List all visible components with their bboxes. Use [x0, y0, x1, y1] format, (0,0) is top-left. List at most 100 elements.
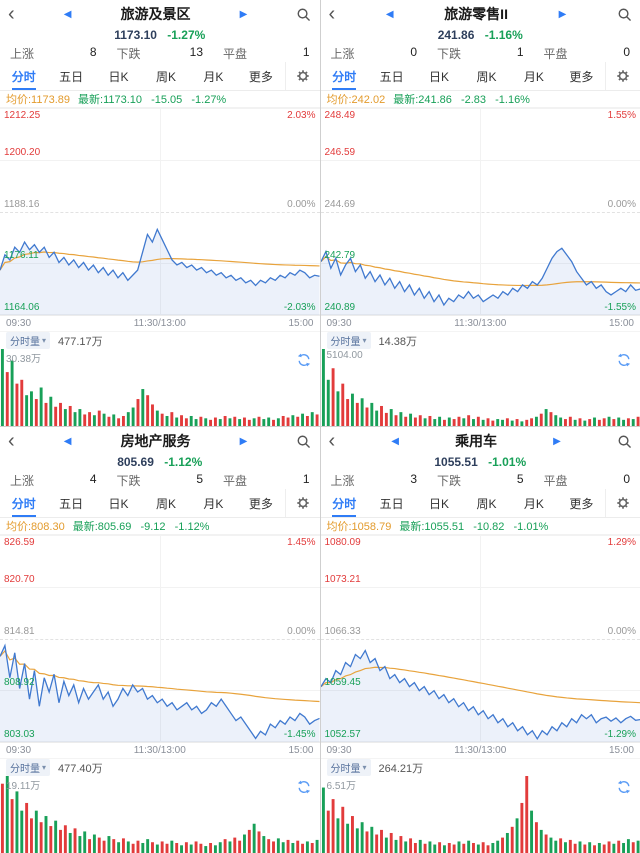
tab-weekly-k[interactable]: 周K: [155, 496, 176, 511]
tab-weekly-k[interactable]: 周K: [476, 496, 497, 511]
average-price: 均价:1173.89: [6, 94, 71, 106]
settings-gear-icon[interactable]: [284, 489, 320, 517]
tab-intraday[interactable]: 分时: [321, 62, 368, 90]
flat-count-group: 平盘 0: [544, 472, 631, 489]
tab-monthly-k[interactable]: 月K: [523, 69, 544, 84]
y-axis-label: 240.89: [324, 302, 356, 313]
tab-five-day[interactable]: 五日: [59, 496, 84, 511]
volume-header: 分时量 ▾ 477.17万: [0, 331, 320, 349]
y-axis-label: 814.81: [4, 625, 35, 637]
next-index-icon[interactable]: ▶: [558, 8, 567, 20]
time-axis: 09:30 11:30/13:00 15:00: [0, 315, 320, 331]
caret-down-icon: ▾: [42, 763, 47, 772]
avg-latest-info-row: 均价:1058.79 最新:1055.51 -10.82 -1.01%: [321, 518, 640, 534]
volume-chart: 19.11万: [0, 776, 320, 853]
volume-type-selector[interactable]: 分时量 ▾: [326, 759, 371, 776]
price-row: 1055.51 -1.01%: [321, 455, 640, 471]
price-line-plot: [320, 535, 640, 742]
latest-change: -15.05: [151, 94, 183, 106]
prev-index-icon[interactable]: ◀: [391, 435, 399, 447]
latest-value: 最新:805.69: [72, 521, 132, 533]
caret-down-icon: ▾: [42, 336, 47, 345]
latest-info: 最新:1055.51 -10.82 -1.01%: [399, 518, 554, 534]
prev-index-icon[interactable]: ◀: [385, 8, 394, 20]
search-icon[interactable]: [296, 7, 311, 22]
search-icon[interactable]: [617, 7, 632, 22]
refresh-icon[interactable]: [296, 352, 312, 368]
volume-type-selector[interactable]: 分时量 ▾: [6, 759, 51, 776]
tab-intraday[interactable]: 分时: [321, 489, 368, 517]
tab-monthly-k[interactable]: 月K: [203, 496, 224, 511]
latest-change-percent: -1.01%: [513, 521, 549, 533]
volume-total: 264.21万: [378, 762, 424, 775]
settings-gear-icon[interactable]: [605, 489, 640, 517]
flat-count-group: 平盘 0: [544, 45, 631, 62]
price-row: 241.86 -1.16%: [321, 28, 640, 44]
latest-value: 最新:1055.51: [399, 521, 465, 533]
volume-header: 分时量 ▾ 14.38万: [320, 331, 640, 349]
time-midday: 11:30/13:00: [133, 318, 186, 329]
y-axis-label: 1066.33: [324, 625, 361, 637]
volume-chart: 30.38万: [0, 349, 320, 426]
tab-five-day[interactable]: 五日: [379, 69, 404, 84]
tab-five-day[interactable]: 五日: [379, 496, 404, 511]
settings-gear-icon[interactable]: [284, 62, 320, 90]
y-axis-label: 1073.21: [324, 573, 361, 585]
tab-weekly-k[interactable]: 周K: [155, 69, 176, 84]
search-icon[interactable]: [296, 434, 311, 449]
intraday-price-chart[interactable]: 826.59 820.70 814.81 808.92 803.03 1.45%…: [0, 534, 320, 742]
tab-daily-k[interactable]: 日K: [429, 496, 450, 511]
tab-more[interactable]: 更多: [248, 69, 273, 84]
refresh-icon[interactable]: [616, 779, 632, 795]
back-icon[interactable]: ‹: [328, 430, 336, 452]
volume-header: 分时量 ▾ 477.40万: [0, 758, 320, 776]
tab-monthly-k[interactable]: 月K: [203, 69, 224, 84]
volume-type-selector[interactable]: 分时量 ▾: [326, 332, 371, 349]
tab-intraday[interactable]: 分时: [0, 62, 47, 90]
tab-more[interactable]: 更多: [569, 69, 594, 84]
volume-scale-label: 6.51万: [326, 781, 356, 792]
price-line-plot: [320, 108, 640, 315]
next-index-icon[interactable]: ▶: [553, 435, 561, 447]
y-axis-label: 820.70: [4, 573, 35, 585]
prev-index-icon[interactable]: ◀: [63, 8, 72, 20]
tab-intraday[interactable]: 分时: [0, 489, 47, 517]
intraday-price-chart[interactable]: 248.49 246.59 244.69 242.79 240.89 1.55%…: [320, 107, 640, 315]
tab-more[interactable]: 更多: [248, 496, 273, 511]
intraday-price-chart[interactable]: 1212.25 1200.20 1188.16 1176.11 1164.06 …: [0, 107, 320, 315]
back-icon[interactable]: ‹: [328, 3, 336, 25]
average-price: 均价:242.02: [326, 94, 386, 106]
caret-down-icon: ▾: [362, 763, 367, 772]
latest-info: 最新:241.86 -2.83 -1.16%: [393, 91, 536, 107]
tab-weekly-k[interactable]: 周K: [476, 69, 497, 84]
next-index-icon[interactable]: ▶: [239, 435, 248, 447]
refresh-icon[interactable]: [296, 779, 312, 795]
settings-gear-icon[interactable]: [605, 62, 640, 90]
tab-monthly-k[interactable]: 月K: [523, 496, 544, 511]
time-close: 15:00: [288, 318, 314, 329]
price-row: 1173.10 -1.27%: [0, 28, 320, 44]
volume-type-selector[interactable]: 分时量 ▾: [6, 332, 51, 349]
back-icon[interactable]: ‹: [8, 430, 15, 452]
avg-latest-info-row: 均价:808.30 最新:805.69 -9.12 -1.12%: [0, 518, 320, 534]
tab-five-day[interactable]: 五日: [59, 69, 84, 84]
back-icon[interactable]: ‹: [8, 3, 15, 25]
chart-period-tabs: 分时 五日 日K 周K 月K 更多: [0, 489, 320, 518]
next-index-icon[interactable]: ▶: [239, 8, 248, 20]
volume-header: 分时量 ▾ 264.21万: [320, 758, 640, 776]
tab-daily-k[interactable]: 日K: [429, 69, 450, 84]
tab-more[interactable]: 更多: [569, 496, 594, 511]
tab-daily-k[interactable]: 日K: [108, 496, 129, 511]
tab-daily-k[interactable]: 日K: [108, 69, 129, 84]
percent-axis-label: 0.00%: [287, 625, 316, 637]
search-icon[interactable]: [617, 434, 632, 449]
y-axis-label: 1052.57: [324, 729, 361, 740]
intraday-price-chart[interactable]: 1080.09 1073.21 1066.33 1059.45 1052.57 …: [320, 534, 640, 742]
prev-index-icon[interactable]: ◀: [63, 435, 72, 447]
refresh-icon[interactable]: [616, 352, 632, 368]
up-count-group: 上涨 0: [331, 45, 438, 62]
latest-change: -9.12: [140, 521, 166, 533]
latest-price: 805.69: [117, 455, 154, 469]
y-axis-label: 1188.16: [4, 198, 40, 210]
flat-count: 0: [623, 471, 630, 486]
